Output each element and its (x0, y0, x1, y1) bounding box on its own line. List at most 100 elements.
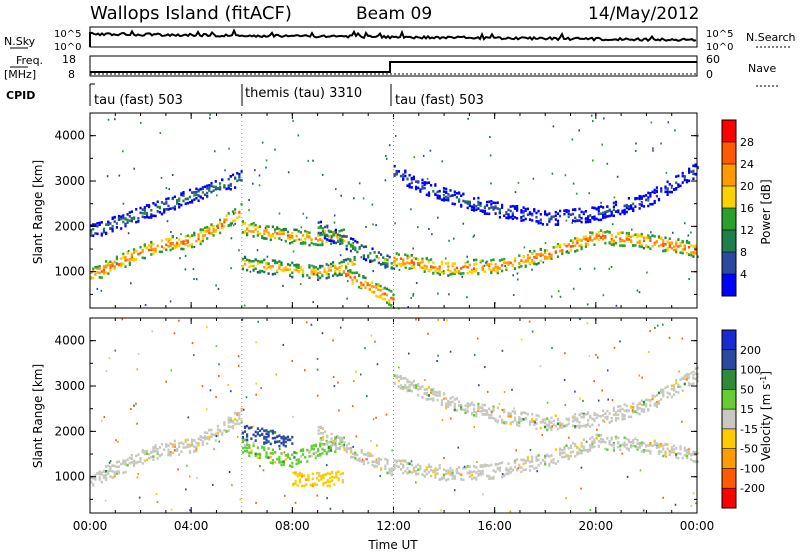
echo-cell (271, 448, 274, 452)
noise-cell (444, 257, 447, 260)
echo-cell (334, 436, 337, 439)
echo-cell (126, 463, 129, 467)
noise-cell (376, 444, 378, 447)
noise-cell (370, 440, 372, 442)
echo-cell (318, 472, 321, 475)
noise-cell (311, 264, 313, 267)
noise-cell (178, 319, 180, 322)
echo-cell (593, 206, 596, 210)
echo-cell (632, 439, 635, 442)
echo-cell (319, 442, 322, 446)
echo-cell (160, 212, 164, 216)
echo-cell (143, 216, 146, 219)
echo-cell (664, 243, 667, 246)
echo-cell (591, 423, 594, 426)
echo-cell (234, 211, 237, 214)
echo-cell (544, 456, 547, 460)
echo-cell (163, 247, 166, 250)
echo-cell (466, 200, 469, 203)
noise-cell (571, 221, 574, 224)
noise-cell (635, 142, 637, 145)
echo-cell (490, 200, 493, 203)
echo-cell (321, 452, 324, 455)
echo-cell (636, 235, 639, 239)
echo-cell (94, 473, 97, 477)
echo-cell (404, 170, 407, 173)
echo-cell (582, 445, 585, 449)
colorbar-tick-label: -50 (740, 443, 758, 456)
echo-cell (90, 480, 93, 484)
echo-cell (473, 197, 476, 200)
echo-cell (531, 413, 534, 416)
echo-cell (479, 473, 482, 476)
echo-cell (475, 205, 478, 208)
noise-cell (114, 349, 117, 352)
noise-cell (631, 228, 633, 231)
noise-cell (385, 154, 387, 157)
y-tick-label: 4000 (54, 334, 85, 348)
echo-cell (625, 447, 628, 450)
echo-cell (473, 414, 476, 417)
echo-cell (107, 223, 110, 226)
echo-cell (462, 408, 465, 412)
echo-cell (481, 259, 484, 263)
echo-cell (610, 436, 613, 439)
echo-cell (92, 477, 95, 480)
echo-cell (552, 419, 555, 423)
echo-cell (186, 241, 189, 244)
echo-cell (531, 213, 534, 217)
echo-cell (634, 233, 637, 236)
echo-cell (150, 253, 153, 256)
echo-cell (286, 455, 290, 458)
echo-cell (254, 267, 257, 270)
noise-cell (255, 393, 257, 396)
echo-cell (438, 189, 441, 193)
echo-cell (488, 267, 491, 271)
echo-cell (105, 260, 108, 263)
noise-cell (436, 360, 438, 362)
echo-cell (526, 412, 529, 416)
echo-cell (651, 245, 654, 248)
echo-cell (399, 174, 403, 178)
colorbar-swatch (722, 488, 736, 509)
echo-cell (256, 271, 259, 274)
echo-cell (201, 187, 204, 191)
echo-cell (115, 465, 118, 469)
echo-cell (352, 237, 355, 241)
echo-cell (225, 430, 228, 433)
echo-cell (509, 414, 512, 418)
noise-cell (616, 175, 619, 178)
echo-cell (563, 451, 566, 454)
echo-cell (219, 185, 222, 189)
echo-cell (122, 262, 125, 265)
echo-cell (254, 430, 257, 434)
noise-cell (339, 326, 342, 329)
echo-cell (399, 468, 403, 471)
echo-cell (541, 253, 544, 257)
echo-cell (337, 238, 340, 242)
echo-cell (115, 460, 118, 464)
noise-cell (665, 171, 668, 174)
noise-cell (230, 237, 233, 240)
echo-cell (304, 242, 307, 245)
echo-cell (267, 225, 270, 228)
echo-cell (274, 436, 277, 440)
noise-cell (551, 425, 553, 428)
echo-cell (265, 454, 268, 458)
echo-cell (470, 474, 474, 477)
echo-cell (210, 232, 213, 235)
echo-cell (550, 215, 553, 219)
echo-cell (229, 184, 232, 187)
echo-cell (289, 263, 292, 267)
echo-cell (203, 435, 207, 439)
noise-cell (662, 323, 664, 326)
echo-cell (229, 417, 232, 420)
echo-cell (630, 235, 633, 239)
echo-cell (516, 205, 519, 208)
noise-cell (187, 416, 190, 419)
echo-cell (293, 268, 296, 272)
echo-cell (632, 402, 635, 405)
echo-cell (466, 271, 469, 275)
echo-cell (308, 455, 311, 458)
echo-cell (150, 245, 153, 248)
